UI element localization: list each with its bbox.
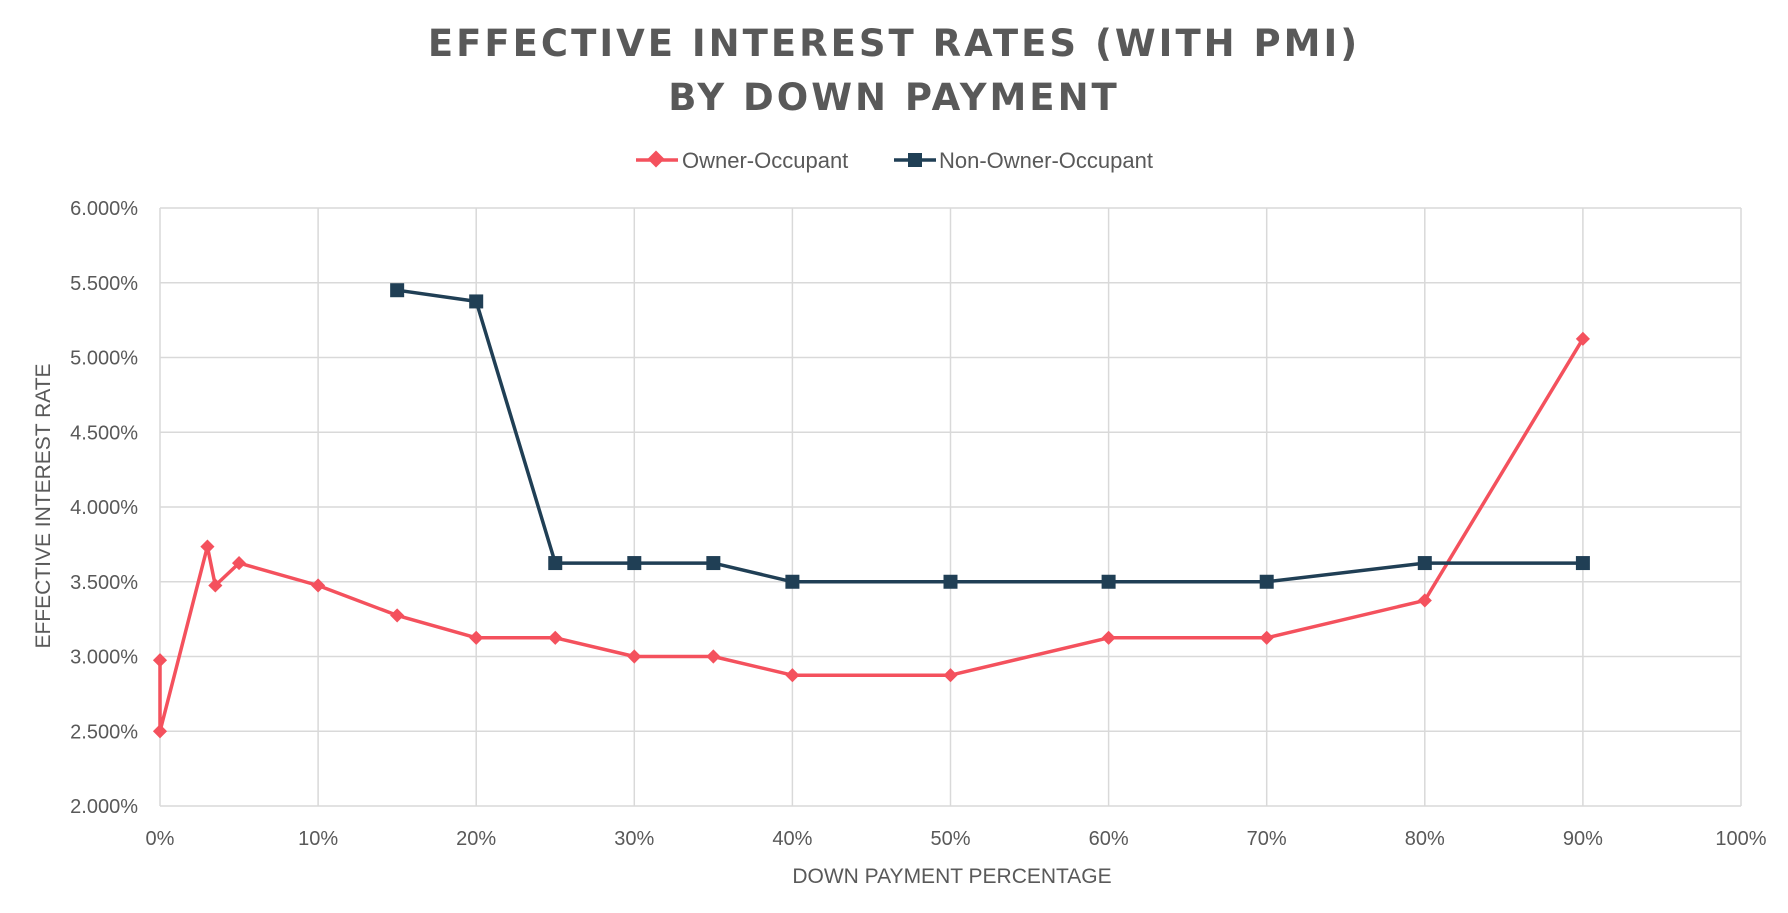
owner-occupant-point[interactable] bbox=[469, 630, 484, 645]
non-owner-occupant-line bbox=[396, 288, 1583, 584]
y-tick-label: 2.000% bbox=[70, 796, 138, 818]
owner-occupant-point[interactable] bbox=[1575, 331, 1590, 346]
x-tick-label: 50% bbox=[930, 828, 970, 850]
y-tick-label: 2.500% bbox=[70, 721, 138, 743]
x-tick-label: 20% bbox=[456, 828, 496, 850]
non-owner-occupant-point[interactable] bbox=[469, 294, 484, 309]
chart-title-line-2: BY DOWN PAYMENT bbox=[668, 76, 1120, 119]
y-tick-label: 6.000% bbox=[70, 198, 138, 220]
y-tick-label: 5.000% bbox=[70, 348, 138, 370]
x-axis-title: DOWN PAYMENT PERCENTAGE bbox=[792, 865, 1111, 888]
owner-occupant-point[interactable] bbox=[200, 539, 215, 554]
legend-item-owner-occupant[interactable]: Owner-Occupant bbox=[636, 148, 848, 173]
series-owner-occupant bbox=[152, 331, 1590, 739]
owner-occupant-point[interactable] bbox=[1101, 630, 1116, 645]
gridlines bbox=[159, 207, 1742, 807]
series-non-owner-occupant bbox=[390, 283, 1590, 589]
x-tick-label: 60% bbox=[1089, 828, 1129, 850]
legend-item-non-owner-occupant[interactable]: Non-Owner-Occupant bbox=[894, 148, 1153, 173]
owner-occupant-point[interactable] bbox=[311, 578, 326, 593]
y-tick-label: 5.500% bbox=[70, 273, 138, 295]
y-tick-label: 3.000% bbox=[70, 647, 138, 669]
x-tick-label: 100% bbox=[1715, 828, 1766, 850]
legend-non-owner-occupant-label: Non-Owner-Occupant bbox=[939, 148, 1153, 173]
legend-non-owner-occupant-square-icon bbox=[908, 153, 922, 167]
owner-occupant-point[interactable] bbox=[1417, 593, 1432, 608]
owner-occupant-point[interactable] bbox=[152, 724, 168, 739]
owner-occupant-point[interactable] bbox=[390, 608, 405, 623]
owner-occupant-line bbox=[158, 337, 1585, 734]
owner-occupant-point[interactable] bbox=[548, 630, 563, 645]
owner-occupant-point[interactable] bbox=[1259, 630, 1274, 645]
y-tick-label: 3.500% bbox=[70, 572, 138, 594]
x-tick-label: 40% bbox=[772, 828, 812, 850]
x-tick-label: 80% bbox=[1405, 828, 1445, 850]
y-axis-ticks: 2.000% 2.500% 3.000% 3.500% 4.000% 4.500% 5.00… bbox=[70, 198, 138, 818]
non-owner-occupant-point[interactable] bbox=[1259, 574, 1274, 589]
owner-occupant-point[interactable] bbox=[152, 653, 168, 668]
x-tick-label: 10% bbox=[298, 828, 338, 850]
non-owner-occupant-point[interactable] bbox=[1101, 574, 1116, 589]
owner-occupant-point[interactable] bbox=[231, 555, 247, 571]
non-owner-occupant-point[interactable] bbox=[706, 556, 721, 571]
non-owner-occupant-point[interactable] bbox=[785, 574, 800, 589]
legend-owner-occupant-label: Owner-Occupant bbox=[682, 148, 848, 173]
owner-occupant-point[interactable] bbox=[208, 578, 223, 593]
non-owner-occupant-point[interactable] bbox=[943, 574, 958, 589]
y-axis-title: EFFECTIVE INTEREST RATE bbox=[32, 363, 55, 648]
non-owner-occupant-point[interactable] bbox=[548, 556, 563, 571]
series-layer bbox=[152, 283, 1590, 739]
y-tick-label: 4.500% bbox=[70, 422, 138, 444]
non-owner-occupant-point[interactable] bbox=[1575, 556, 1590, 571]
legend: Owner-Occupant Non-Owner-Occupant bbox=[636, 148, 1153, 173]
owner-occupant-point[interactable] bbox=[785, 668, 800, 683]
owner-occupant-point[interactable] bbox=[943, 668, 958, 683]
non-owner-occupant-point[interactable] bbox=[1417, 556, 1432, 571]
non-owner-occupant-point[interactable] bbox=[390, 283, 405, 298]
chart-title-line-1: EFFECTIVE INTEREST RATES (WITH PMI) bbox=[428, 22, 1360, 65]
legend-owner-occupant-diamond-icon bbox=[647, 150, 665, 168]
x-axis-ticks: 0% 10% 20% 30% 40% 50% 60% 70% 80% 90% 100% bbox=[146, 828, 1767, 850]
x-tick-label: 30% bbox=[614, 828, 654, 850]
owner-occupant-point[interactable] bbox=[627, 649, 642, 664]
y-tick-label: 4.000% bbox=[70, 497, 138, 519]
x-tick-label: 90% bbox=[1563, 828, 1603, 850]
non-owner-occupant-point[interactable] bbox=[627, 556, 642, 571]
x-tick-label: 0% bbox=[146, 828, 175, 850]
x-tick-label: 70% bbox=[1247, 828, 1287, 850]
owner-occupant-point[interactable] bbox=[706, 649, 721, 664]
